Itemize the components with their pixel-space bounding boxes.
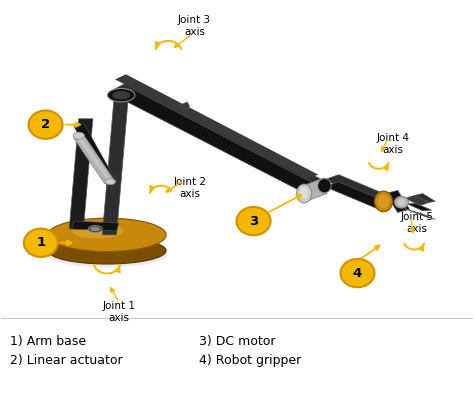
Text: Joint 2
axis: Joint 2 axis — [173, 177, 206, 199]
Polygon shape — [303, 178, 327, 201]
Polygon shape — [77, 137, 112, 182]
Polygon shape — [324, 175, 393, 203]
Polygon shape — [114, 89, 322, 194]
Text: Joint 5
axis: Joint 5 axis — [400, 212, 433, 234]
Polygon shape — [69, 119, 93, 229]
Ellipse shape — [297, 184, 312, 203]
Ellipse shape — [72, 224, 124, 239]
Text: 2) Linear actuator: 2) Linear actuator — [10, 354, 123, 367]
Ellipse shape — [90, 227, 100, 231]
Text: 3: 3 — [249, 214, 258, 228]
Ellipse shape — [374, 191, 392, 212]
Ellipse shape — [394, 196, 409, 208]
Polygon shape — [102, 97, 128, 235]
Polygon shape — [414, 212, 436, 220]
Ellipse shape — [318, 179, 331, 193]
Text: 3) DC motor: 3) DC motor — [199, 335, 276, 348]
Text: 4: 4 — [353, 267, 362, 280]
Ellipse shape — [105, 179, 116, 185]
Ellipse shape — [378, 195, 389, 208]
Text: Joint 3
axis: Joint 3 axis — [178, 15, 211, 37]
Polygon shape — [405, 196, 430, 205]
Ellipse shape — [88, 226, 102, 233]
Polygon shape — [180, 102, 190, 110]
Circle shape — [340, 259, 374, 287]
Ellipse shape — [108, 88, 135, 102]
Text: 1) Arm base: 1) Arm base — [10, 335, 86, 348]
Polygon shape — [114, 79, 322, 188]
Polygon shape — [72, 221, 119, 231]
Circle shape — [237, 207, 271, 235]
Polygon shape — [405, 209, 430, 218]
Text: Joint 1
axis: Joint 1 axis — [102, 301, 136, 323]
Ellipse shape — [112, 91, 130, 100]
Polygon shape — [324, 182, 393, 209]
Ellipse shape — [397, 199, 406, 206]
Ellipse shape — [48, 237, 166, 264]
Text: 4) Robot gripper: 4) Robot gripper — [199, 354, 301, 367]
Polygon shape — [414, 194, 436, 202]
Text: 1: 1 — [36, 236, 46, 249]
Ellipse shape — [47, 242, 167, 267]
Text: Joint 4
axis: Joint 4 axis — [376, 134, 410, 155]
Polygon shape — [74, 135, 114, 184]
Circle shape — [24, 229, 58, 257]
Text: 2: 2 — [41, 118, 50, 131]
Circle shape — [28, 111, 63, 139]
Ellipse shape — [48, 218, 166, 252]
Polygon shape — [74, 123, 117, 186]
Polygon shape — [407, 203, 432, 211]
Polygon shape — [386, 190, 410, 213]
Ellipse shape — [300, 187, 309, 198]
Ellipse shape — [73, 132, 84, 139]
Polygon shape — [115, 74, 318, 179]
